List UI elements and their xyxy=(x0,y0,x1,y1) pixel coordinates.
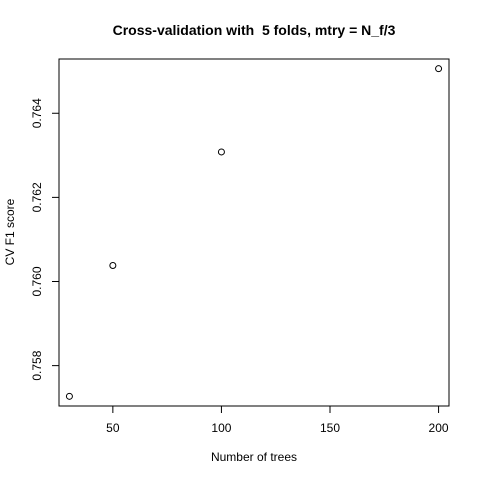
y-tick-label-1: 0.760 xyxy=(30,266,44,296)
y-axis: 0.758 0.760 0.762 0.764 xyxy=(30,98,59,381)
data-points xyxy=(65,65,443,400)
x-tick-label-3: 200 xyxy=(429,421,449,435)
x-tick-label-0: 50 xyxy=(106,421,120,435)
y-tick-label-0: 0.758 xyxy=(30,350,44,380)
chart-title: Cross-validation with 5 folds, mtry = N_… xyxy=(113,22,396,38)
data-point-2 xyxy=(217,148,225,156)
x-axis-label: Number of trees xyxy=(211,450,297,464)
y-tick-label-2: 0.762 xyxy=(30,182,44,212)
x-tick-label-2: 150 xyxy=(320,421,340,435)
plot-frame xyxy=(58,58,450,407)
data-point-3 xyxy=(435,65,443,73)
x-tick-label-1: 100 xyxy=(211,421,231,435)
data-point-0 xyxy=(65,392,73,400)
y-tick-label-3: 0.764 xyxy=(30,98,44,128)
x-axis: 50 100 150 200 xyxy=(106,406,449,435)
data-point-1 xyxy=(109,262,117,270)
y-axis-label: CV F1 score xyxy=(3,198,17,265)
